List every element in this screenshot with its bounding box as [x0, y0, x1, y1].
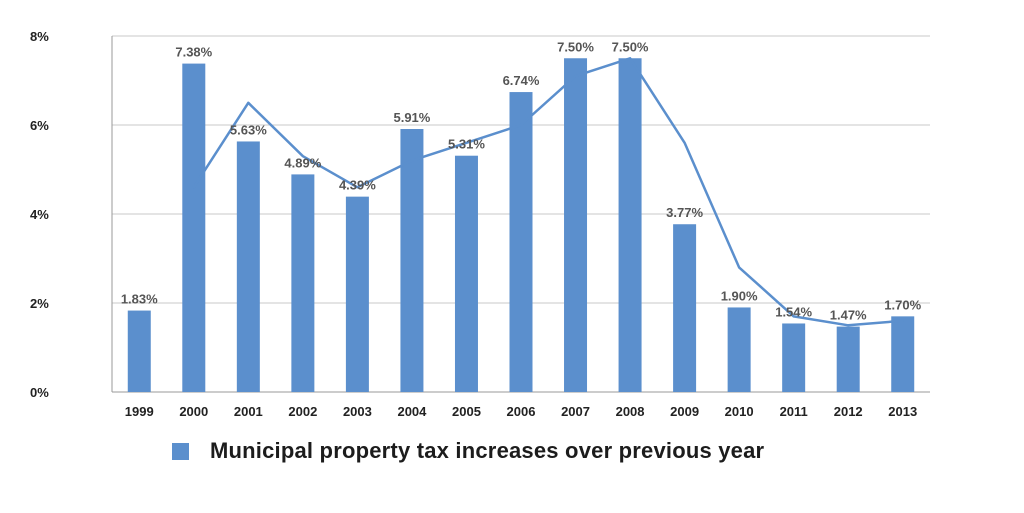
bar: [291, 174, 315, 392]
x-tick-label: 2005: [452, 404, 481, 419]
y-tick-label: 8%: [30, 29, 49, 44]
x-tick-label: 2011: [780, 404, 808, 419]
x-tick-label: 2007: [561, 404, 590, 419]
bar: [236, 141, 260, 392]
y-tick-label: 6%: [30, 118, 49, 133]
data-label: 1.54%: [775, 304, 812, 319]
data-label: 1.83%: [121, 292, 158, 307]
legend: Municipal property tax increases over pr…: [172, 438, 764, 464]
legend-swatch: [172, 442, 189, 460]
x-tick-label: 2002: [288, 404, 317, 419]
bar: [564, 58, 588, 392]
bars: [127, 58, 915, 393]
x-axis-ticks: 1999 2000 2001 2002 2003 2004 2005 2006 2007 2008…: [125, 404, 917, 419]
x-tick-label: 2004: [397, 404, 427, 419]
bar: [127, 310, 151, 392]
bar: [891, 316, 915, 392]
data-label: 1.90%: [721, 288, 758, 303]
data-label: 3.77%: [666, 205, 703, 220]
bar: [836, 326, 860, 392]
bar: [400, 129, 424, 392]
x-tick-label: 2008: [616, 404, 645, 419]
x-tick-label: 2010: [725, 404, 754, 419]
data-label: 7.50%: [612, 39, 649, 54]
y-tick-label: 0%: [30, 385, 49, 400]
data-label: 5.63%: [230, 122, 267, 137]
x-tick-label: 2012: [834, 404, 863, 419]
bar: [673, 224, 697, 392]
data-label: 4.89%: [284, 155, 321, 170]
y-tick-label: 2%: [30, 296, 49, 311]
data-label: 5.91%: [393, 110, 430, 125]
data-label: 1.47%: [830, 308, 867, 323]
bar: [782, 323, 806, 392]
data-label: 7.38%: [175, 45, 212, 60]
x-tick-label: 2006: [507, 404, 536, 419]
x-tick-label: 2003: [343, 404, 372, 419]
data-label: 7.50%: [557, 39, 594, 54]
bar: [618, 58, 642, 392]
data-label: 4.39%: [339, 178, 376, 193]
bar: [509, 92, 533, 392]
x-tick-label: 2009: [670, 404, 699, 419]
bar: [727, 307, 751, 392]
x-tick-label: 2001: [234, 404, 263, 419]
y-tick-label: 4%: [30, 207, 49, 222]
bar: [182, 63, 206, 393]
x-tick-label: 1999: [125, 404, 154, 419]
bar: [454, 155, 478, 392]
data-label: 6.74%: [503, 73, 540, 88]
y-axis-ticks: 0% 2% 4% 6% 8%: [30, 29, 49, 400]
data-label: 5.31%: [448, 137, 485, 152]
data-labels: 1.83% 7.38% 5.63% 4.89% 4.39% 5.91% 5.31% 6.74%…: [121, 39, 922, 322]
data-label: 1.70%: [884, 297, 921, 312]
legend-label: Municipal property tax increases over pr…: [210, 438, 765, 463]
x-tick-label: 2013: [888, 404, 917, 419]
bar: [345, 196, 369, 392]
x-tick-label: 2000: [179, 404, 208, 419]
trend-line: [192, 57, 904, 327]
trend-line-group: [192, 57, 904, 327]
